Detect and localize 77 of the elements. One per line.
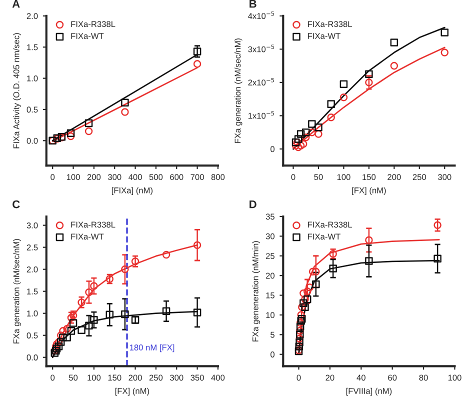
y-axis-title: FXa generation (nM/sec/nM) [234,38,242,143]
y-tick-label: 25 [266,253,274,259]
y-tick-label: 3.0 [26,222,38,228]
x-tick-label: 150 [362,174,376,180]
x-tick-label: 200 [87,174,101,180]
y-tick-label: 2.0 [26,13,38,20]
legend-label: FIXa-WT [308,33,340,39]
chart-title: A [12,0,20,8]
y-tick-label: 1.0 [27,75,38,82]
x-tick-label: 600 [170,174,184,180]
x-tick-label: 100 [337,174,350,180]
y-tick-label: 20 [266,272,274,279]
y-tick-label: 0.0 [26,138,38,144]
x-tick-label: 60 [388,374,397,381]
x-tick-label: 50 [68,374,78,381]
chart-title: B [250,0,256,8]
x-tick-label: 20 [326,374,334,381]
x-axis-title: [FIXa] (nM) [112,187,152,196]
x-axis-title: [FVIIIa] (nM) [346,388,392,396]
x-tick-label: 350 [190,374,204,381]
x-tick-label: 300 [438,174,452,180]
x-tick-label: 100 [88,374,101,381]
x-tick-label: 100 [66,174,80,180]
y-tick-label: 5 [270,332,274,338]
legend-label: FIXa-WT [71,33,104,39]
y-tick-label: 1.5 [27,44,38,50]
y-tick-label: 0 [270,146,274,152]
x-tick-label: 0 [291,174,296,180]
legend-label: FIXa-R338L [308,21,352,28]
x-tick-label: 80 [419,374,428,381]
y-axis-title: FXa geneneration (nM/min) [252,241,260,342]
x-tick-label: 200 [388,174,401,180]
x-axis-title: [FX] (nM) [115,388,150,396]
y-tick-label: 15 [266,292,274,298]
x-tick-label: 200 [128,374,142,381]
x-tick-label: 0 [296,374,301,381]
x-tick-label: 50 [314,174,323,180]
x-axis-title: [FX] (nM) [352,187,386,196]
x-tick-label: 0 [50,174,55,180]
x-tick-label: 800 [211,174,225,180]
y-axis-title: FIXa Activity (O.D. 405 nm/sec) [13,33,21,148]
x-tick-label: 0 [50,374,55,381]
legend-label: FIXa-R338L [71,21,116,28]
x-tick-label: 400 [128,174,142,180]
x-tick-label: 250 [412,174,426,180]
legend-label: FIXa-R338L [308,222,352,228]
chart-title: D [250,200,256,208]
x-tick-label: 300 [108,174,122,180]
y-tick-label: 3x10$^{−5}$ [248,44,274,52]
y-tick-label: 0 [270,352,274,358]
y-tick-label: 1.5 [27,288,38,294]
y-tick-label: 10 [266,312,274,318]
chart-title: C [12,200,20,208]
y-tick-label: 1.0 [27,310,38,316]
y-tick-label: 0.0 [26,354,38,360]
x-tick-label: 700 [190,174,204,180]
ref-line-label: 180 nM [FX] [130,344,174,352]
y-tick-label: 2.5 [26,244,38,250]
y-axis-title: FXa generation (nM/sec/nM) [13,239,21,344]
y-tick-label: 30 [266,233,274,240]
y-tick-label: 2.0 [26,266,38,272]
x-tick-label: 150 [108,374,122,381]
x-tick-label: 500 [149,174,163,180]
x-tick-label: 40 [356,374,366,381]
y-tick-label: 0.5 [26,106,38,113]
x-tick-label: 250 [149,374,163,381]
y-tick-label: 2x10$^{−5}$ [248,78,274,86]
x-tick-label: 400 [211,374,225,381]
x-tick-label: 100 [448,374,462,381]
y-tick-label: 35 [266,214,274,220]
y-tick-label: 0.5 [26,332,38,338]
legend-label: FIXa-WT [71,234,104,240]
legend-label: FIXa-R338L [71,222,116,228]
y-tick-label: 4x10$^{−5}$ [248,11,274,19]
x-tick-label: 300 [170,374,184,381]
legend-label: FIXa-WT [308,234,340,240]
y-tick-label: 1x10$^{−5}$ [248,111,274,119]
